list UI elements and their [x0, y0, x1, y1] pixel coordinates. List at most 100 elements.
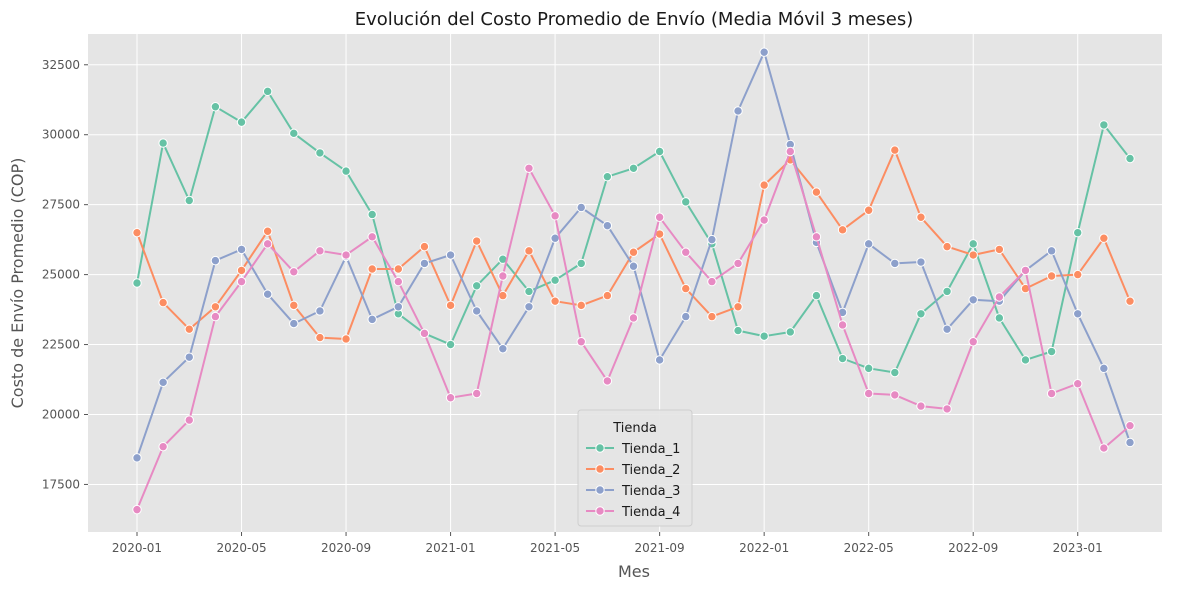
- data-point: [524, 163, 534, 173]
- x-tick-label: 2022-05: [844, 541, 894, 555]
- x-tick-label: 2022-09: [948, 541, 998, 555]
- data-point: [445, 393, 456, 403]
- data-point: [681, 197, 691, 207]
- data-point: [262, 226, 273, 236]
- data-point: [158, 138, 168, 148]
- data-point: [968, 239, 978, 249]
- data-point: [890, 258, 900, 269]
- data-point: [576, 258, 586, 269]
- data-point: [681, 283, 691, 294]
- x-tick-label: 2021-01: [426, 541, 476, 555]
- x-tick-label: 2020-05: [216, 541, 266, 555]
- data-point: [733, 258, 743, 269]
- data-point: [210, 311, 221, 322]
- data-point: [341, 250, 351, 260]
- data-point: [289, 300, 299, 311]
- y-axis-label: Costo de Envío Promedio (COP): [8, 158, 27, 409]
- data-point: [184, 324, 194, 334]
- data-point: [341, 334, 351, 344]
- data-point: [419, 258, 430, 269]
- legend-items: Tienda_1 Tienda_2 Tienda_3 Tienda_4: [586, 442, 680, 520]
- legend-label: Tienda_4: [621, 505, 680, 520]
- legend-item: Tienda_2: [586, 463, 680, 478]
- data-point: [472, 236, 482, 246]
- data-point: [132, 453, 142, 463]
- y-tick-label: 27500: [42, 198, 80, 212]
- data-point: [210, 102, 221, 112]
- legend-item: Tienda_1: [586, 442, 680, 457]
- data-point: [1073, 379, 1083, 389]
- data-point: [393, 264, 404, 274]
- data-point: [628, 313, 639, 323]
- data-point: [210, 255, 221, 266]
- data-point: [550, 275, 560, 285]
- data-point: [837, 225, 848, 235]
- data-point: [681, 311, 691, 322]
- series-tienda-1: [132, 86, 1135, 378]
- data-point: [1073, 309, 1083, 319]
- x-tick-label: 2021-09: [635, 541, 685, 555]
- data-point: [1046, 388, 1057, 399]
- data-point: [184, 352, 194, 362]
- data-point: [968, 250, 978, 260]
- data-point: [811, 187, 822, 197]
- data-point: [576, 202, 586, 213]
- data-point: [837, 320, 848, 330]
- data-point: [707, 276, 717, 287]
- data-point: [550, 211, 560, 221]
- legend-item: Tienda_3: [586, 484, 680, 499]
- data-point: [472, 388, 482, 399]
- data-point: [994, 244, 1005, 255]
- data-point: [628, 261, 639, 271]
- data-point: [785, 327, 795, 337]
- data-point: [158, 441, 168, 452]
- data-point: [445, 300, 456, 311]
- data-point: [367, 264, 377, 274]
- data-point: [1046, 246, 1057, 256]
- data-point: [367, 209, 377, 220]
- legend-label: Tienda_1: [621, 442, 680, 457]
- data-point: [367, 314, 377, 325]
- data-point: [236, 276, 247, 287]
- data-point: [393, 302, 404, 312]
- data-point: [942, 324, 952, 334]
- data-point: [916, 257, 926, 267]
- data-point: [916, 212, 926, 222]
- data-point: [1046, 271, 1057, 281]
- legend-swatch-marker: [595, 506, 605, 516]
- legend-label: Tienda_3: [621, 484, 680, 499]
- legend-swatch-marker: [595, 443, 605, 453]
- data-point: [1020, 265, 1031, 276]
- data-point: [759, 180, 769, 190]
- data-point: [132, 227, 142, 238]
- data-point: [733, 302, 743, 312]
- data-point: [994, 313, 1005, 323]
- data-point: [628, 247, 639, 257]
- data-point: [733, 325, 743, 336]
- data-point: [367, 232, 377, 242]
- legend-item: Tienda_4: [586, 505, 680, 520]
- legend-swatch-marker: [595, 485, 605, 495]
- data-point: [602, 290, 613, 301]
- data-point: [445, 250, 456, 260]
- data-point: [654, 146, 665, 157]
- data-point: [863, 205, 874, 215]
- series-lines: [132, 47, 1135, 515]
- data-point: [890, 390, 900, 400]
- data-point: [419, 328, 430, 339]
- data-point: [942, 404, 952, 414]
- data-point: [968, 295, 978, 305]
- data-point: [472, 306, 482, 316]
- data-point: [1125, 420, 1135, 431]
- data-point: [315, 148, 325, 158]
- data-point: [550, 296, 560, 306]
- data-point: [1099, 120, 1109, 130]
- data-point: [315, 332, 325, 343]
- data-point: [759, 331, 769, 341]
- data-point: [707, 311, 717, 322]
- data-point: [132, 504, 142, 515]
- data-point: [419, 241, 430, 252]
- x-axis-label: Mes: [618, 562, 650, 581]
